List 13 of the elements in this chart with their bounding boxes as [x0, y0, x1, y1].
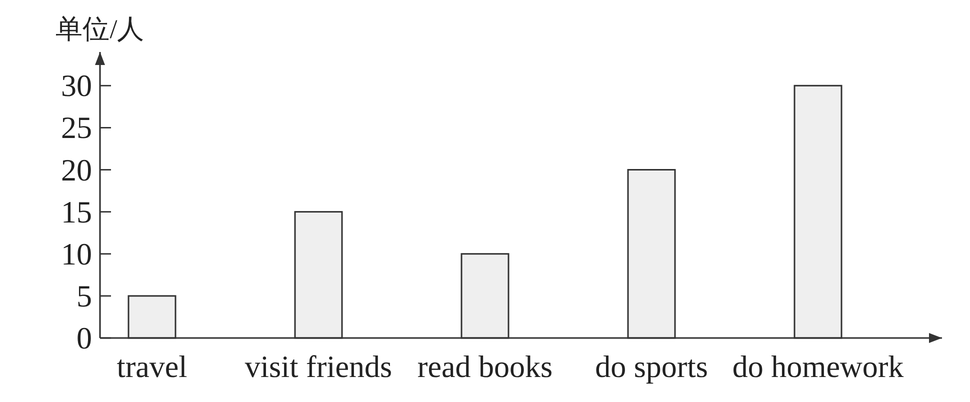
y-tick-label: 5: [76, 278, 92, 314]
x-tick-label: do sports: [595, 349, 708, 384]
y-tick-label: 0: [76, 320, 92, 356]
y-tick-label: 10: [61, 236, 92, 272]
y-tick-label: 30: [61, 68, 92, 104]
x-tick-label: read books: [417, 349, 553, 384]
x-tick-label: visit friends: [244, 349, 392, 384]
y-tick-label: 15: [61, 194, 92, 230]
y-tick-label: 25: [61, 110, 92, 146]
y-tick-label: 20: [61, 152, 92, 188]
x-tick-label: travel: [116, 349, 188, 384]
x-tick-label: do homework: [732, 349, 904, 384]
y-axis-title: 单位/人: [56, 14, 144, 44]
